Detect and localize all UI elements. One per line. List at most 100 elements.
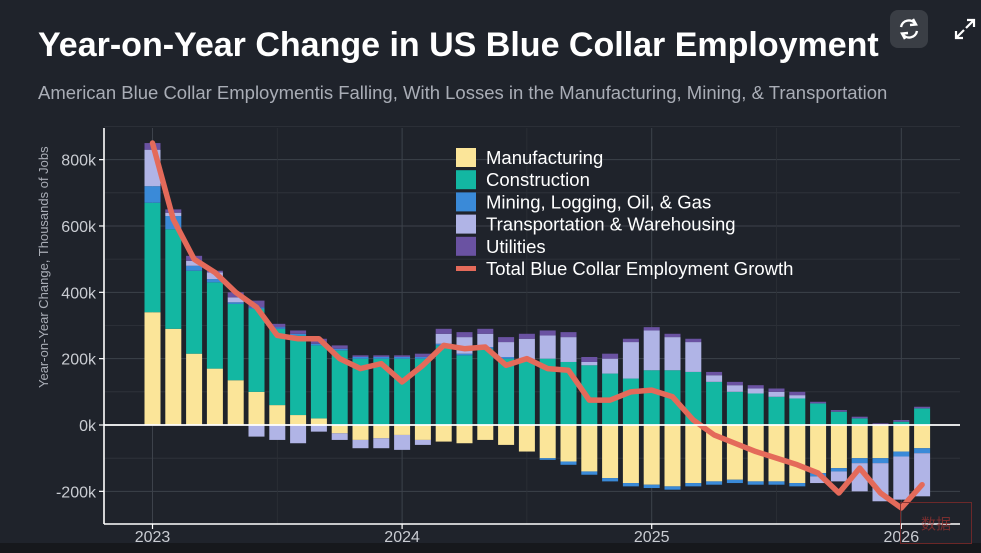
bar-segment (851, 458, 868, 464)
bar-segment (518, 338, 535, 361)
bar-segment (914, 448, 931, 454)
bar-segment (227, 297, 244, 303)
total-growth-line (149, 140, 925, 511)
expand-button[interactable] (946, 10, 981, 48)
bar-segment (373, 358, 390, 425)
bar-segment (518, 361, 535, 425)
y-tick-label: 0k (79, 418, 97, 435)
bar-segment (248, 308, 265, 392)
bar-segment (685, 342, 702, 372)
bar-segment (747, 388, 764, 394)
bar-segment (706, 375, 723, 382)
bar-segment (227, 303, 244, 381)
bar-segment (165, 229, 182, 329)
legend-swatch (456, 214, 476, 234)
bar-segment (539, 358, 556, 425)
bar-segment (602, 353, 619, 359)
bar-segment (581, 365, 598, 425)
bar-segment (830, 425, 847, 469)
bar-segment (581, 425, 598, 472)
bar-segment (290, 330, 307, 334)
chart-subtitle: American Blue Collar Employmentis Fallin… (38, 82, 888, 103)
y-tick-label: 400k (61, 285, 97, 302)
bar-segment (394, 358, 411, 425)
bar-segment (643, 330, 660, 371)
bar-segment (539, 458, 556, 460)
bar-segment (768, 388, 785, 392)
x-tick-label: 2023 (135, 529, 171, 546)
bar-segment (310, 345, 327, 419)
bar-segment (373, 438, 390, 449)
bar-segment (602, 358, 619, 374)
bar-segment (498, 342, 515, 358)
bar-segment (747, 385, 764, 389)
bar-segment (435, 328, 452, 334)
bar-segment (394, 355, 411, 358)
legend-label: Transportation & Warehousing (486, 214, 736, 235)
bar-segment (789, 483, 806, 487)
bar-segment (789, 395, 806, 399)
bar-segment (456, 355, 473, 425)
bar-segment (331, 433, 348, 440)
bar-segment (269, 328, 286, 406)
bar-segment (435, 345, 452, 425)
bar-segment (248, 391, 265, 425)
bar-segment (310, 418, 327, 425)
bar-segment (248, 425, 265, 437)
bar-segment (768, 391, 785, 397)
bar-segment (872, 425, 889, 459)
bar-segment (477, 333, 494, 348)
bar-segment (206, 279, 223, 283)
bar-segment (789, 425, 806, 484)
bar-segment (581, 361, 598, 366)
bar-segment (394, 434, 411, 450)
bar-segment (414, 425, 431, 440)
bar-segment (269, 405, 286, 425)
bar-segment (352, 439, 369, 449)
bar-segment (186, 265, 203, 271)
bar-segment (643, 425, 660, 485)
bar-segment (165, 328, 182, 425)
bar-segment (726, 479, 743, 484)
bar-segment (810, 403, 827, 425)
bar-segment (414, 353, 431, 358)
bar-segment (414, 358, 431, 425)
bar-segment (331, 350, 348, 425)
bar-segment (373, 355, 390, 358)
bar-segment (477, 348, 494, 425)
bar-segment (435, 333, 452, 344)
bar-segment (830, 471, 847, 482)
bar-segment (331, 345, 348, 349)
legend-swatch (456, 170, 476, 190)
legend-label: Construction (486, 169, 590, 190)
bar-segment (643, 370, 660, 425)
chart-title: Year-on-Year Change in US Blue Collar Em… (38, 26, 879, 64)
bar-segment (747, 481, 764, 485)
bar-segment (352, 357, 369, 359)
bar-segment (664, 337, 681, 371)
bar-segment (622, 483, 639, 487)
refresh-icon (899, 18, 919, 40)
bar-segment (290, 335, 307, 416)
x-tick-label: 2024 (384, 529, 420, 546)
bar-segment (830, 410, 847, 412)
bar-segment (498, 337, 515, 343)
bar-segment (768, 425, 785, 482)
bar-segment (914, 406, 931, 409)
refresh-button[interactable] (890, 10, 928, 48)
bar-segment (477, 425, 494, 440)
bar-segment (290, 425, 307, 444)
bar-segment (373, 357, 390, 359)
bar-segment (726, 425, 743, 480)
y-tick-label: 600k (61, 219, 97, 236)
bar-segment (539, 335, 556, 359)
bar-segment (560, 337, 577, 362)
bar-segment (206, 282, 223, 369)
bar-segment (269, 425, 286, 440)
bar-segment (789, 391, 806, 396)
bar-segment (664, 425, 681, 487)
bar-segment (227, 380, 244, 425)
bar-segment (830, 411, 847, 425)
bar-segment (331, 348, 348, 351)
bar-segment (144, 312, 161, 425)
